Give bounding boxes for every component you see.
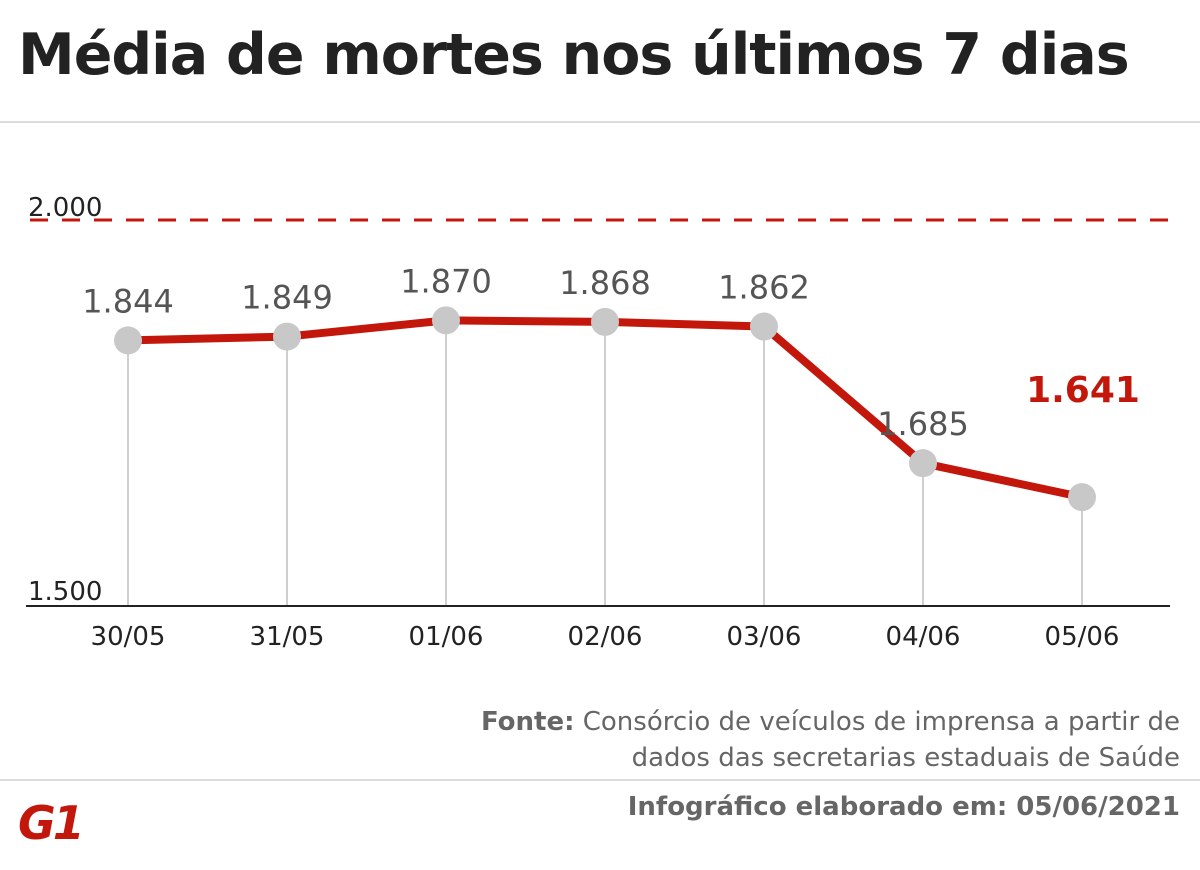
source-text: Consórcio de veículos de imprensa a part… [582,707,1180,773]
data-label: 1.870 [400,262,492,300]
x-tick-label: 30/05 [91,622,166,652]
data-point [1068,483,1096,512]
g1-logo: G1 [18,796,85,850]
data-label: 1.844 [82,282,174,320]
chart-title: Média de mortes nos últimos 7 dias [18,22,1130,88]
x-tick-label: 31/05 [250,622,325,652]
x-tick-label: 02/06 [568,622,643,652]
infographic-date: Infográfico elaborado em: 05/06/2021 [627,792,1180,822]
source-label: Fonte: [480,707,575,737]
data-label: 1.868 [559,264,651,302]
data-label: 1.685 [877,405,969,443]
data-point [750,312,778,341]
data-point [273,322,301,351]
line-chart: 2.000 1.500 1.844 30/05 1.849 31/05 1.870 01/06… [26,193,1172,652]
source-note: Fonte: Consórcio de veículos de imprensa… [420,704,1180,776]
x-tick-label: 04/06 [886,622,961,652]
data-point [432,306,460,335]
footer-divider [0,779,1200,781]
y-tick-label: 1.500 [28,577,102,607]
data-label: 1.862 [718,269,810,307]
x-tick-label: 05/06 [1045,622,1120,652]
x-tick-label: 03/06 [727,622,802,652]
highlight-value-label: 1.641 [1026,370,1140,411]
data-label: 1.849 [241,279,333,317]
x-tick-label: 01/06 [409,622,484,652]
data-point [114,326,142,355]
data-point [591,307,619,336]
data-point [909,449,937,478]
y-tick-label: 2.000 [28,193,102,223]
title-divider [0,121,1200,123]
